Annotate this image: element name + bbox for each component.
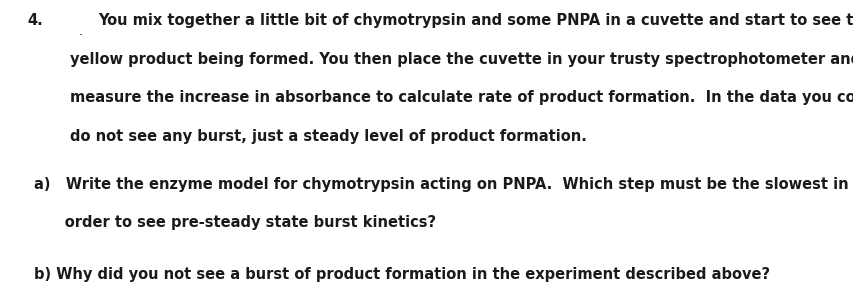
Text: .: . [78, 25, 83, 38]
Text: b) Why did you not see a burst of product formation in the experiment described : b) Why did you not see a burst of produc… [34, 267, 769, 282]
Text: a)   Write the enzyme model for chymotrypsin acting on PNPA.  Which step must be: a) Write the enzyme model for chymotryps… [34, 177, 848, 192]
Text: order to see pre-steady state burst kinetics?: order to see pre-steady state burst kine… [34, 215, 436, 231]
Text: yellow product being formed. You then place the cuvette in your trusty spectroph: yellow product being formed. You then pl… [70, 52, 853, 67]
Text: do not see any burst, just a steady level of product formation.: do not see any burst, just a steady leve… [70, 129, 586, 144]
Text: You mix together a little bit of chymotrypsin and some PNPA in a cuvette and sta: You mix together a little bit of chymotr… [98, 13, 853, 28]
Text: measure the increase in absorbance to calculate rate of product formation.  In t: measure the increase in absorbance to ca… [70, 90, 853, 105]
Text: 4.: 4. [27, 13, 43, 28]
